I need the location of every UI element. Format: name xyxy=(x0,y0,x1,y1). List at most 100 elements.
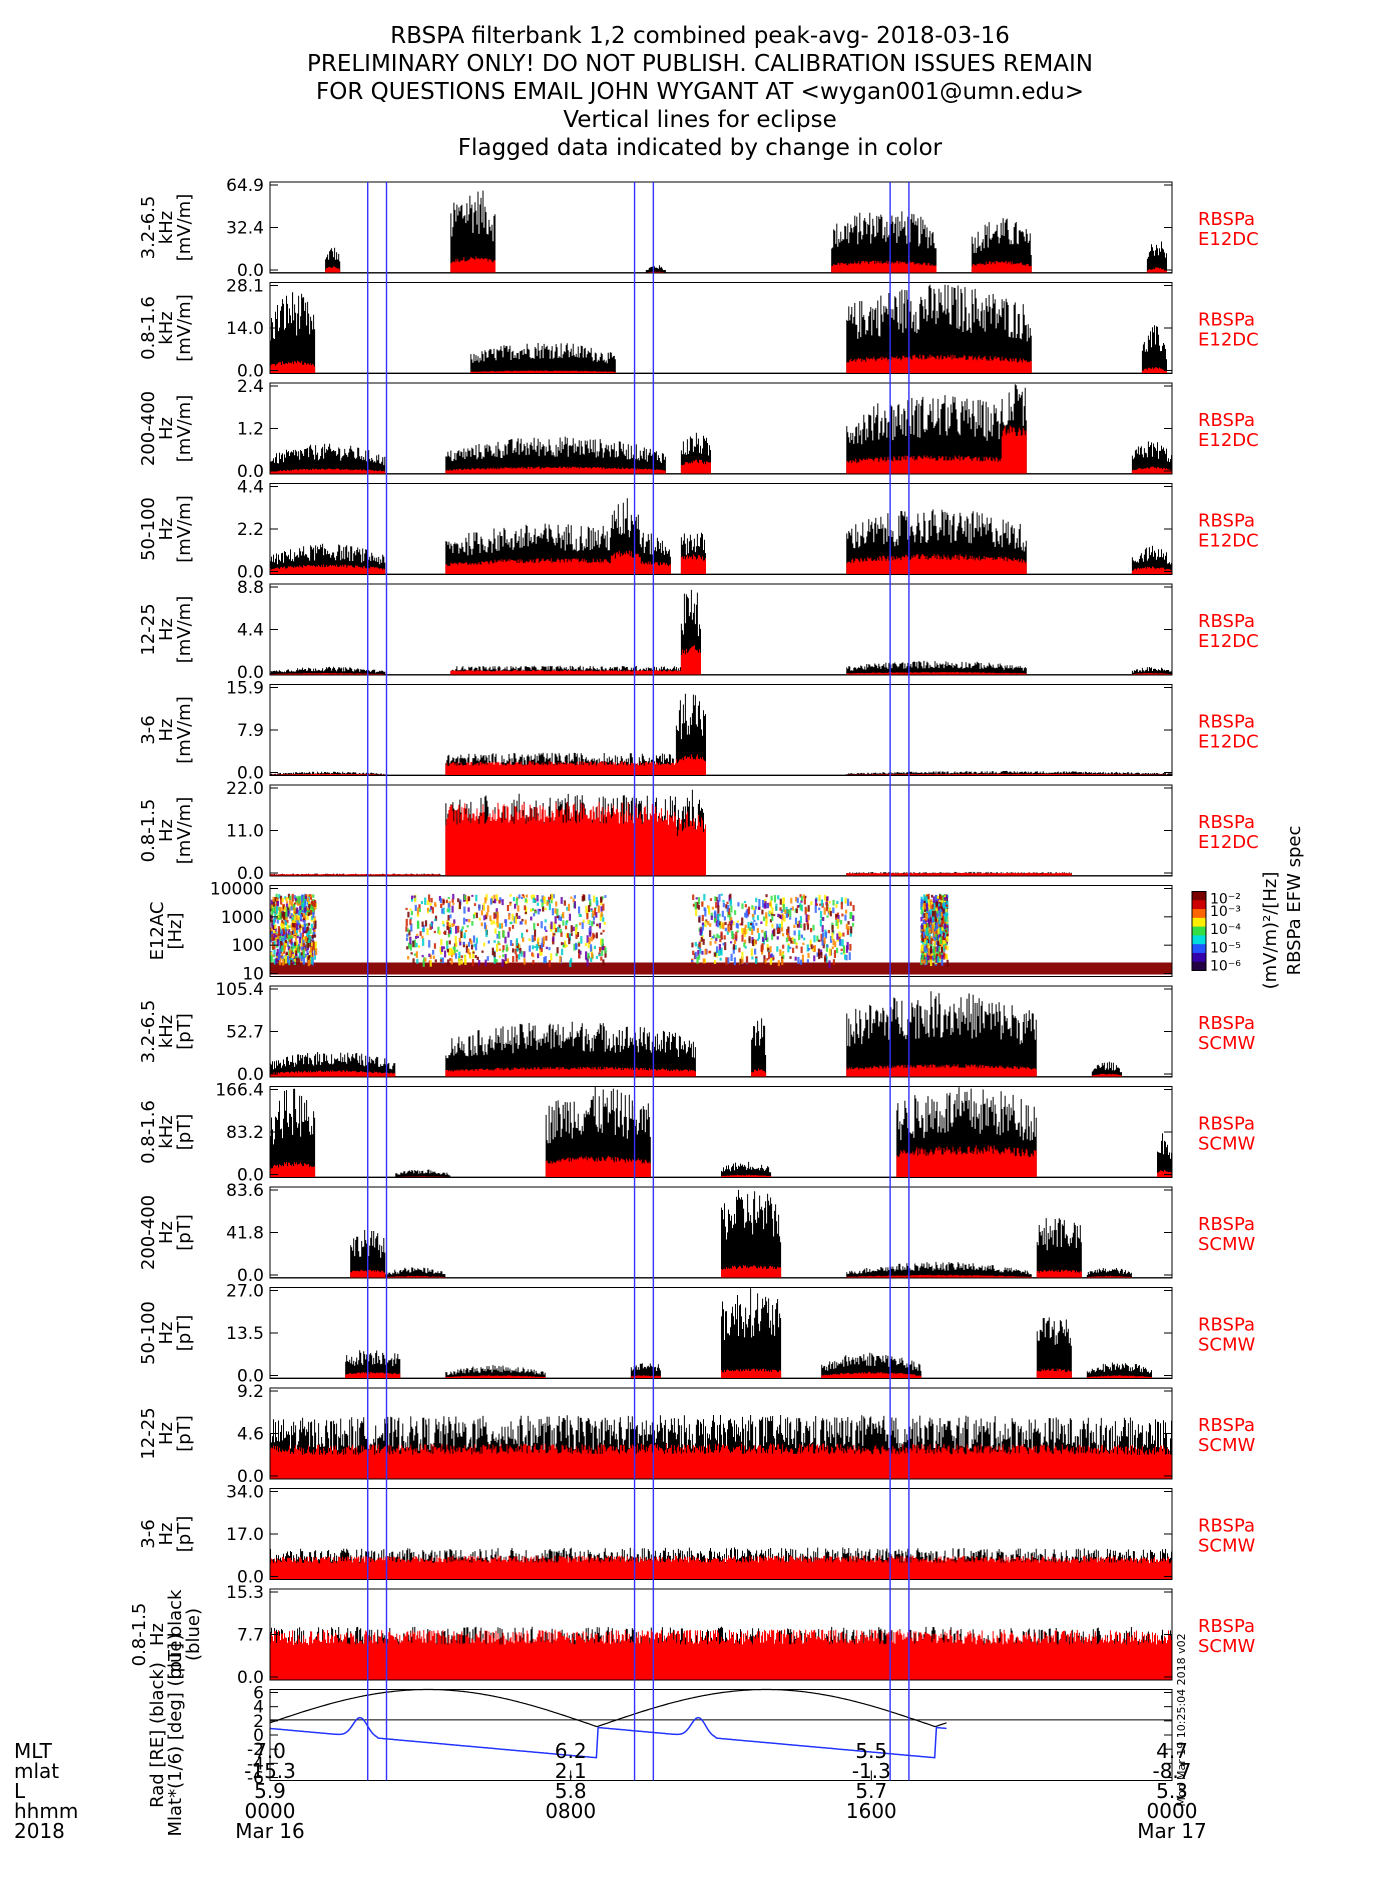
spectrogram-cell xyxy=(813,955,816,962)
spectrogram-cell xyxy=(300,955,303,962)
spectrogram-cell xyxy=(715,901,718,909)
spectrogram-cell xyxy=(532,897,535,903)
spectrogram-cell xyxy=(920,907,923,911)
spectrogram-cell xyxy=(718,944,721,951)
spectrogram-cell xyxy=(946,900,949,909)
mlat-value: -15.3 xyxy=(244,1759,296,1783)
spectrogram-cell xyxy=(944,929,948,933)
spectrogram-cell xyxy=(531,908,535,912)
spectrogram-cell xyxy=(422,959,425,967)
spectrogram-cell xyxy=(717,905,720,914)
panel-frame xyxy=(269,885,1173,977)
spectrogram-cell xyxy=(304,935,308,942)
spectrogram-cell xyxy=(568,913,572,921)
spectrogram-cell xyxy=(290,936,294,939)
spectrogram-cell xyxy=(281,911,284,918)
spectrogram-cell xyxy=(927,935,931,940)
spectrogram-cell xyxy=(788,936,791,942)
spectrogram-cell xyxy=(306,912,309,921)
spectrogram-cell xyxy=(415,942,418,948)
legend-instrument: RBSPa xyxy=(1198,1214,1255,1235)
spectrogram-cell xyxy=(447,915,450,921)
date-label xyxy=(811,1821,931,1841)
spectrogram-cell xyxy=(416,933,419,936)
spectrogram-cell xyxy=(567,933,570,938)
spectrogram-cell xyxy=(405,918,408,927)
spectrogram-cell xyxy=(590,936,593,942)
spectrogram-cell xyxy=(933,907,936,911)
spectrogram-cell xyxy=(722,899,725,903)
spectrogram-cell xyxy=(273,959,276,965)
title-line-1: RBSPA filterbank 1,2 combined peak-avg- … xyxy=(390,23,1010,49)
spectrogram-cell xyxy=(553,933,556,936)
spectrogram-cell xyxy=(282,921,285,929)
spectrogram-cell xyxy=(707,921,710,926)
spectrogram-cell xyxy=(312,911,315,918)
spectrogram-cell xyxy=(724,927,727,932)
spectrogram-cell xyxy=(750,922,753,926)
l-value: 5.3 xyxy=(1156,1779,1188,1803)
spectrogram-cell xyxy=(507,931,510,938)
spectrogram-cell xyxy=(921,929,924,932)
spectrogram-cell xyxy=(716,933,719,939)
spectrogram-cell xyxy=(451,950,454,955)
spectrogram-cell xyxy=(795,896,798,902)
spectrogram-cell xyxy=(786,932,790,939)
spectrogram-cell xyxy=(929,946,933,954)
spectrogram-cell xyxy=(758,933,761,940)
spectrogram-cell xyxy=(940,947,944,953)
spectrogram-cell xyxy=(751,956,754,960)
spectrogram-cell xyxy=(278,906,281,911)
spectrogram-cell xyxy=(287,910,290,917)
y-tick-label: 0.0 xyxy=(237,864,264,884)
y-tick-label: 9.2 xyxy=(237,1382,264,1402)
spectrogram-cell xyxy=(545,935,548,941)
spectrogram-cell xyxy=(442,946,446,950)
spectrogram-cell xyxy=(416,959,419,964)
spectrogram-cell xyxy=(704,920,707,928)
colorbar-segment xyxy=(1192,917,1206,928)
spectrogram-cell xyxy=(465,919,468,922)
spectrogram-cell xyxy=(595,896,598,905)
spectrogram-cell xyxy=(282,926,285,930)
row-label-l: L xyxy=(14,1779,26,1803)
spectrogram-cell xyxy=(818,894,821,902)
legend-instrument: RBSPa xyxy=(1198,410,1255,431)
y-axis-label: [mV/m] xyxy=(174,596,195,664)
spectrogram-cell xyxy=(743,900,747,904)
spectrogram-cell xyxy=(293,958,296,962)
spectrogram-cell xyxy=(780,927,784,932)
spectrogram-cell xyxy=(831,932,834,940)
spectrogram-cell xyxy=(833,950,837,958)
spectrogram-cell xyxy=(940,895,943,901)
spectrogram-cell xyxy=(441,946,444,952)
spectrogram-cell xyxy=(818,907,821,911)
avg-series-fill xyxy=(270,354,1172,374)
spectrogram-cell xyxy=(483,942,486,947)
spectrogram-cell xyxy=(310,923,314,929)
colorbar-segment xyxy=(1192,891,1206,901)
spectrogram-cell xyxy=(551,908,554,916)
spectrogram-cell xyxy=(280,945,283,952)
spectrogram-cell xyxy=(309,939,312,947)
spectrogram-cell xyxy=(272,919,275,926)
spectrogram-cell xyxy=(754,939,757,945)
spectrogram-cell xyxy=(755,897,758,903)
spectrogram-cell xyxy=(298,911,301,916)
spectrogram-cell xyxy=(923,894,926,901)
spectrogram-cell xyxy=(520,896,524,899)
spectrogram-cell xyxy=(720,931,723,939)
spectrogram-cell xyxy=(307,930,310,935)
spectrogram-cell xyxy=(933,952,936,959)
spectrogram-cell xyxy=(600,906,603,912)
spectrogram-cell xyxy=(927,911,931,916)
spectrogram-cell xyxy=(771,915,774,921)
spectrogram-cell xyxy=(302,902,305,908)
spectrogram-cell xyxy=(713,917,717,923)
spectrogram-cell xyxy=(703,893,706,901)
spectrogram-cell xyxy=(736,923,739,929)
spectrogram-cell xyxy=(726,908,729,912)
avg-series-fill xyxy=(270,1145,1172,1178)
spectrogram-cell xyxy=(311,942,314,947)
